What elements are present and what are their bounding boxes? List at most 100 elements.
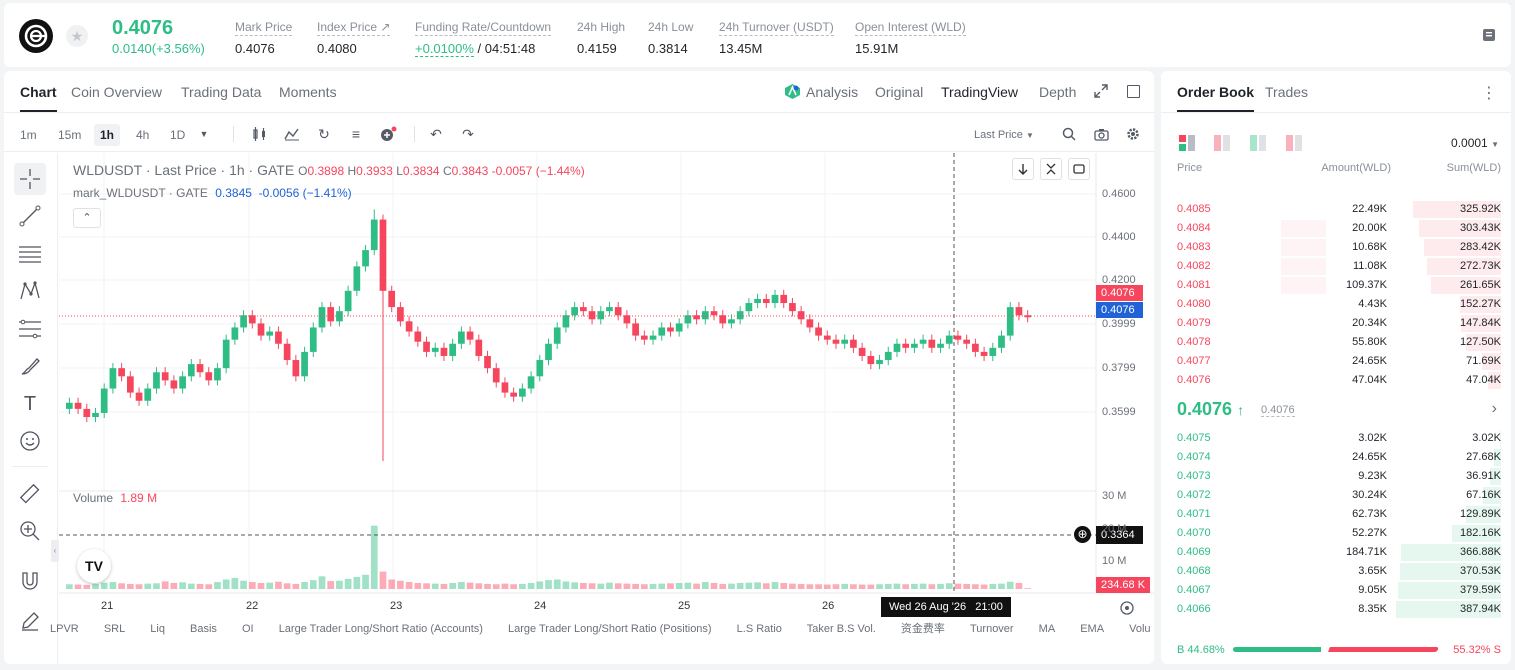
view-analysis[interactable]: Analysis xyxy=(806,84,859,100)
chevron-right-icon[interactable]: › xyxy=(1491,400,1497,417)
ask-row[interactable]: 0.4080 4.43K 152.27K xyxy=(1161,295,1511,314)
ask-row[interactable]: 0.4079 20.34K 147.84K xyxy=(1161,314,1511,333)
analysis-icon[interactable] xyxy=(784,83,801,100)
candle-type-icon[interactable] xyxy=(251,125,269,143)
timeframe-15m[interactable]: 15m xyxy=(58,128,82,142)
precision-select[interactable]: 0.0001 ▼ xyxy=(1451,136,1499,150)
tab-order-book[interactable]: Order Book xyxy=(1177,84,1255,112)
tab-chart[interactable]: Chart xyxy=(20,84,57,112)
layout-split-icon[interactable] xyxy=(1286,135,1302,151)
bid-row[interactable]: 0.4072 30.24K 67.16K xyxy=(1161,486,1511,505)
arrow-down-icon[interactable] xyxy=(1012,158,1034,180)
indicator-funding-rate[interactable]: 资金费率 xyxy=(900,623,945,635)
layout-bids-icon[interactable] xyxy=(1250,135,1266,151)
zoom-in-icon[interactable] xyxy=(14,515,46,547)
ask-row[interactable]: 0.4084 20.00K 303.43K xyxy=(1161,219,1511,238)
collapse-toolbar-icon[interactable]: ‹ xyxy=(51,540,59,562)
bid-row[interactable]: 0.4070 52.27K 182.16K xyxy=(1161,524,1511,543)
favorite-star-icon[interactable]: ★ xyxy=(66,25,88,47)
indicator-basis[interactable]: Basis xyxy=(190,623,217,635)
indicator-ltlsr-accounts[interactable]: Large Trader Long/Short Ratio (Accounts) xyxy=(278,623,483,635)
templates-icon[interactable]: ≡ xyxy=(351,126,361,142)
horizontal-lines-tool-icon[interactable] xyxy=(14,238,46,270)
chart-canvas[interactable]: WLDUSDT · Last Price · 1h · GATE O0.3898… xyxy=(59,153,1154,664)
timeframe-1m[interactable]: 1m xyxy=(20,128,37,142)
trend-line-tool-icon[interactable] xyxy=(14,200,46,232)
emoji-tool-icon[interactable] xyxy=(14,425,46,457)
view-depth[interactable]: Depth xyxy=(1039,84,1077,100)
ask-row[interactable]: 0.4085 22.49K 325.92K xyxy=(1161,200,1511,219)
ask-row[interactable]: 0.4076 47.04K 47.04K xyxy=(1161,371,1511,390)
indicator-ma[interactable]: MA xyxy=(1038,623,1056,635)
funding-rate-value[interactable]: +0.0100% xyxy=(415,41,474,57)
layout-asks-icon[interactable] xyxy=(1214,135,1230,151)
ask-row[interactable]: 0.4082 11.08K 272.73K xyxy=(1161,257,1511,276)
stat-label[interactable]: Mark Price xyxy=(235,20,293,36)
bid-row[interactable]: 0.4071 62.73K 129.89K xyxy=(1161,505,1511,524)
ask-row[interactable]: 0.4083 10.68K 283.42K xyxy=(1161,238,1511,257)
bid-row[interactable]: 0.4075 3.02K 3.02K xyxy=(1161,429,1511,448)
bid-row[interactable]: 0.4073 9.23K 36.91K xyxy=(1161,467,1511,486)
pencil-lock-icon[interactable] xyxy=(14,605,46,637)
bid-row[interactable]: 0.4067 9.05K 379.59K xyxy=(1161,581,1511,600)
view-original[interactable]: Original xyxy=(875,84,924,100)
indicator-volume[interactable]: Volu xyxy=(1129,623,1151,635)
indicator-srl[interactable]: SRL xyxy=(103,623,126,635)
crosshair-tool-icon[interactable] xyxy=(14,163,46,195)
tradingview-logo[interactable]: TV xyxy=(77,549,111,583)
text-tool-icon[interactable]: T xyxy=(23,392,37,415)
ask-row[interactable]: 0.4077 24.65K 71.69K xyxy=(1161,352,1511,371)
fib-tool-icon[interactable] xyxy=(14,313,46,345)
more-options-icon[interactable]: ⋮ xyxy=(1481,85,1497,102)
replay-icon[interactable]: ↻ xyxy=(318,125,330,142)
bid-row[interactable]: 0.4069 184.71K 366.88K xyxy=(1161,543,1511,562)
timeframe-1d[interactable]: 1D xyxy=(170,128,186,142)
layout-icon[interactable] xyxy=(1068,158,1090,180)
bid-row[interactable]: 0.4074 24.65K 27.68K xyxy=(1161,448,1511,467)
settings-target-icon[interactable] xyxy=(1119,600,1135,616)
date-axis[interactable]: 21 22 23 24 25 26 Wed 26 Aug '26 21:00 xyxy=(59,597,1096,617)
add-order-icon[interactable]: ⊕ xyxy=(1074,526,1091,543)
stat-label[interactable]: 24h Turnover (USDT) xyxy=(719,20,834,36)
stat-label[interactable]: Funding Rate/Countdown xyxy=(415,20,552,36)
tab-coin-overview[interactable]: Coin Overview xyxy=(71,84,163,100)
timeframe-4h[interactable]: 4h xyxy=(136,128,150,142)
indicator-ltlsr-positions[interactable]: Large Trader Long/Short Ratio (Positions… xyxy=(507,623,712,635)
gear-icon[interactable] xyxy=(1124,125,1142,143)
indicator-taker-vol[interactable]: Taker B.S Vol. xyxy=(806,623,876,635)
ruler-tool-icon[interactable] xyxy=(14,478,46,510)
undo-icon[interactable]: ↶ xyxy=(430,125,442,142)
pattern-tool-icon[interactable] xyxy=(14,275,46,307)
indicators-icon[interactable] xyxy=(283,125,301,143)
search-icon[interactable] xyxy=(1060,125,1078,143)
indicator-ls-ratio[interactable]: L.S Ratio xyxy=(736,623,782,635)
price-chart[interactable] xyxy=(59,153,1154,613)
add-alert-icon[interactable] xyxy=(379,125,397,143)
layout-both-icon[interactable] xyxy=(1179,135,1195,151)
expand-icon[interactable] xyxy=(1094,84,1108,98)
collapse-legend-button[interactable]: ⌃ xyxy=(73,208,101,228)
chevron-down-icon[interactable]: ▼ xyxy=(199,129,209,139)
compress-icon[interactable] xyxy=(1040,158,1062,180)
tab-moments[interactable]: Moments xyxy=(279,84,337,100)
brush-tool-icon[interactable] xyxy=(14,350,46,382)
price-type-select[interactable]: Last Price ▼ xyxy=(968,124,1040,146)
fullscreen-icon[interactable] xyxy=(1127,85,1140,98)
mid-price[interactable]: 0.4076 ↑ xyxy=(1177,399,1244,420)
indicator-liq[interactable]: Liq xyxy=(150,623,165,635)
tab-trading-data[interactable]: Trading Data xyxy=(181,84,262,100)
view-tradingview[interactable]: TradingView xyxy=(941,84,1019,100)
indicator-turnover[interactable]: Turnover xyxy=(969,623,1014,635)
stat-label[interactable]: Open Interest (WLD) xyxy=(855,20,966,36)
mid-mark-price[interactable]: 0.4076 xyxy=(1261,404,1295,417)
indicator-oi[interactable]: OI xyxy=(242,623,254,635)
ask-row[interactable]: 0.4078 55.80K 127.50K xyxy=(1161,333,1511,352)
book-icon[interactable] xyxy=(1481,27,1497,43)
magnet-tool-icon[interactable] xyxy=(14,565,46,597)
indicator-lpvr[interactable]: LPVR xyxy=(50,623,79,635)
camera-icon[interactable] xyxy=(1092,125,1110,143)
bid-row[interactable]: 0.4066 8.35K 387.94K xyxy=(1161,600,1511,619)
tab-trades[interactable]: Trades xyxy=(1265,84,1309,100)
redo-icon[interactable]: ↷ xyxy=(462,125,474,142)
stat-label[interactable]: Index Price ↗ xyxy=(317,20,391,36)
